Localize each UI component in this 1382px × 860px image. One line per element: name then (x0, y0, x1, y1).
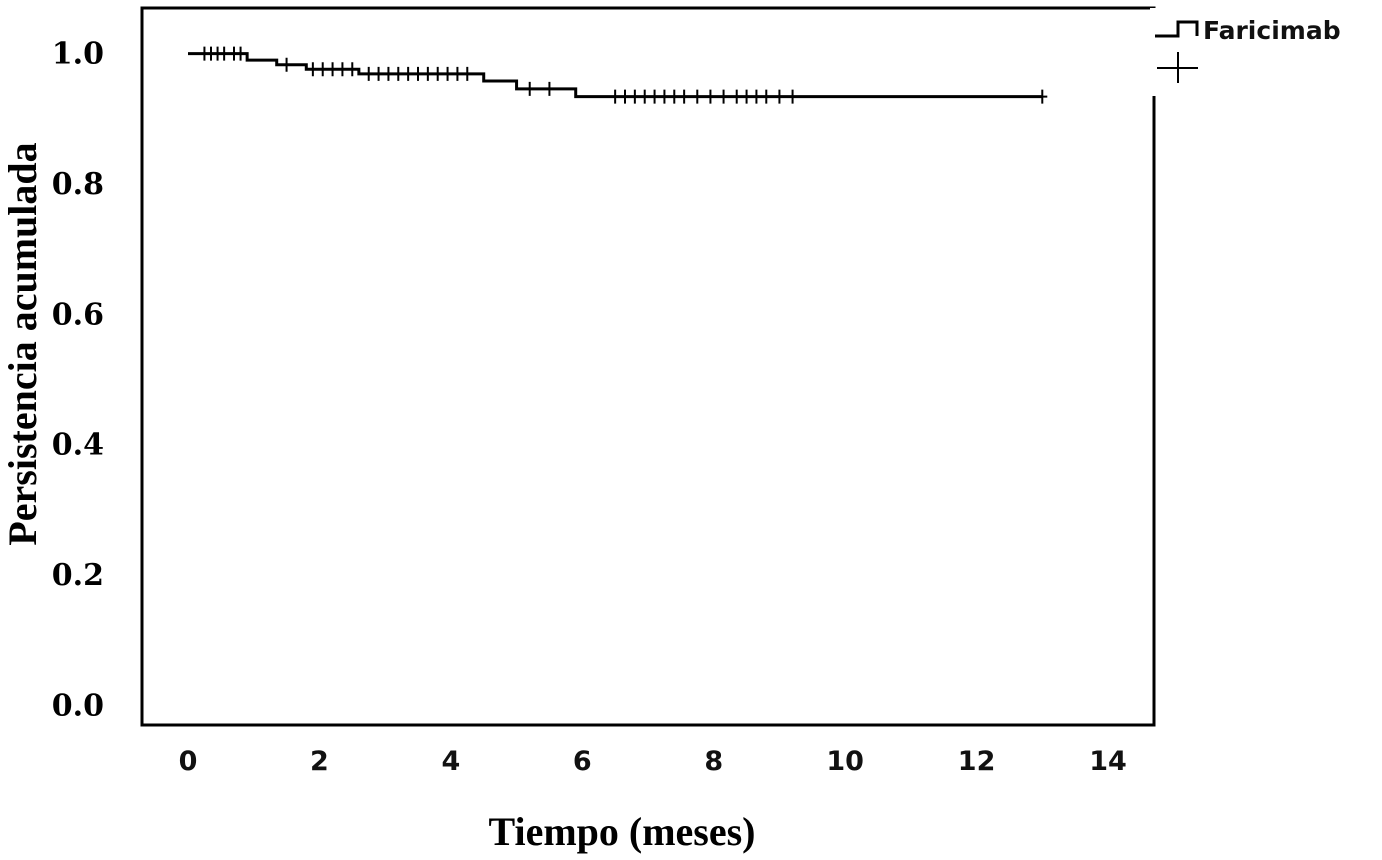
censor-mark (761, 89, 772, 104)
x-tick-label: 14 (1089, 746, 1127, 777)
censor-mark (219, 46, 230, 61)
censor-mark (741, 89, 752, 104)
censor-mark (649, 89, 660, 104)
censor-mark (787, 89, 798, 104)
censor-mark (731, 89, 742, 104)
censor-mark (452, 66, 463, 81)
censor-mark (363, 66, 374, 81)
censor-mark (307, 62, 318, 77)
censor-mark (403, 66, 414, 81)
y-tick-label: 1.0 (52, 37, 104, 72)
y-axis-title: Persistencia acumulada (0, 142, 45, 545)
censor-mark (639, 89, 650, 104)
censor-mark (373, 66, 384, 81)
x-tick-label: 8 (704, 746, 723, 777)
x-tick-label: 4 (441, 746, 460, 777)
legend-label-faricimab: Faricimab (1203, 16, 1341, 45)
censor-mark (629, 89, 640, 104)
censor-mark (413, 66, 423, 81)
plot-frame (140, 6, 1156, 727)
x-tick-label: 12 (958, 746, 996, 777)
censor-mark (281, 57, 292, 72)
censor-mark (327, 62, 338, 77)
censor-mark (422, 66, 433, 81)
censor-mark (462, 66, 473, 81)
censor-mark (620, 89, 630, 104)
y-tick-label: 0.2 (52, 558, 104, 593)
censor-mark (235, 46, 246, 61)
x-axis-ticks: 0 2 4 6 8 10 12 14 (179, 746, 1127, 777)
y-tick-label: 0.6 (52, 297, 104, 332)
censor-mark (442, 66, 453, 81)
legend-step-icon (1155, 20, 1199, 38)
x-axis-title: Tiempo (meses) (489, 809, 756, 854)
censor-mark (524, 81, 535, 96)
censor-mark (705, 89, 716, 104)
censor-mark (751, 89, 762, 104)
censor-mark (337, 62, 348, 77)
legend: Faricimab (1150, 8, 1382, 96)
censor-mark (610, 89, 621, 104)
censor-mark (347, 62, 358, 77)
censor-mark (383, 66, 394, 81)
censor-mark (393, 66, 404, 81)
x-tick-label: 6 (573, 746, 592, 777)
censor-mark (317, 62, 328, 77)
censor-mark (774, 89, 785, 104)
x-tick-label: 10 (826, 746, 864, 777)
censor-mark (1037, 89, 1048, 104)
y-tick-label: 0.0 (52, 688, 104, 723)
y-axis-ticks: 0.0 0.2 0.4 0.6 0.8 1.0 (52, 37, 104, 724)
x-tick-label: 0 (179, 746, 198, 777)
x-tick-label: 2 (310, 746, 329, 777)
legend-censored-icon (1157, 52, 1198, 83)
y-tick-label: 0.4 (52, 428, 104, 463)
censor-mark (718, 89, 729, 104)
y-tick-label: 0.8 (52, 167, 104, 202)
censor-mark (669, 89, 680, 104)
series-layer (188, 46, 1048, 104)
censor-mark (679, 89, 690, 104)
censor-mark (659, 89, 670, 104)
censor-mark (544, 81, 555, 96)
censor-mark (432, 66, 443, 81)
censor-mark (692, 89, 703, 104)
